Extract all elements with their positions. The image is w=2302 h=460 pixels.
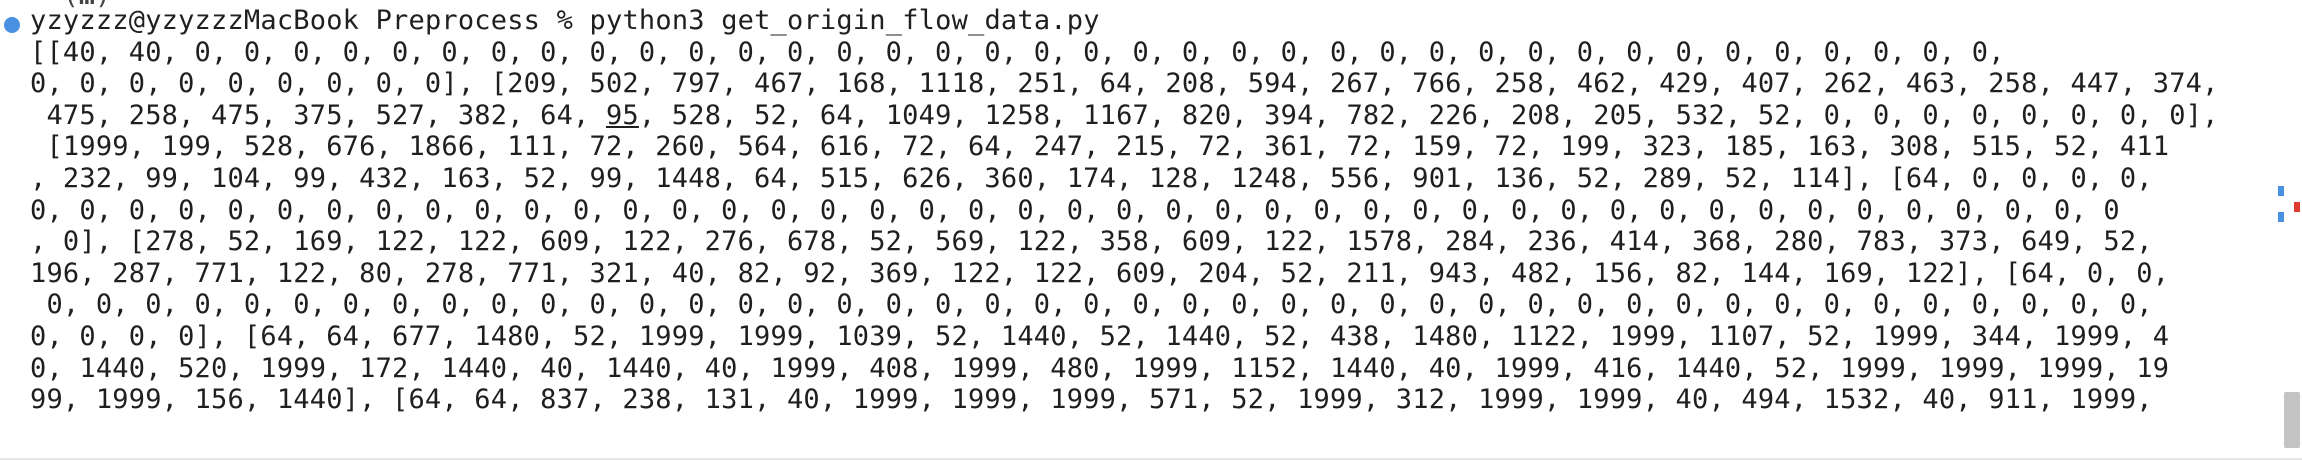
- output-line: 0, 1440, 520, 1999, 172, 1440, 40, 1440,…: [30, 352, 2170, 384]
- prompt-command: python3 get_origin_flow_data.py: [589, 5, 1100, 36]
- vertical-scrollbar[interactable]: [2282, 0, 2302, 460]
- prompt-marker-icon[interactable]: [4, 17, 20, 33]
- command-prompt-line: yzyzzz@yzyzzzMacBook Preprocess % python…: [30, 5, 2242, 37]
- output-line: [[40, 40, 0, 0, 0, 0, 0, 0, 0, 0, 0, 0, …: [30, 36, 2005, 68]
- output-line: 0, 0, 0, 0, 0, 0, 0, 0, 0], [209, 502, 7…: [30, 68, 2219, 100]
- prompt-symbol: %: [556, 5, 574, 36]
- previous-output-line: ~ (…): [30, 0, 111, 12]
- output-line: 0, 0, 0, 0, 0, 0, 0, 0, 0, 0, 0, 0, 0, 0…: [30, 194, 2120, 226]
- prompt-directory: Preprocess: [375, 5, 541, 36]
- scroll-mark-red: [2294, 202, 2300, 212]
- output-line: 0, 0, 0, 0, 0, 0, 0, 0, 0, 0, 0, 0, 0, 0…: [30, 289, 2153, 321]
- scroll-mark-blue: [2278, 186, 2284, 196]
- output-line: 196, 287, 771, 122, 80, 278, 771, 321, 4…: [30, 257, 2170, 289]
- output-line: , 0], [278, 52, 169, 122, 122, 609, 122,…: [30, 226, 2153, 258]
- output-line: [1999, 199, 528, 676, 1866, 111, 72, 260…: [30, 131, 2170, 163]
- scroll-mark-blue: [2278, 212, 2284, 222]
- output-line: 475, 258, 475, 375, 527, 382, 64, 95, 52…: [30, 99, 2219, 131]
- output-line: , 232, 99, 104, 99, 432, 163, 52, 99, 14…: [30, 162, 2153, 194]
- bottom-divider: [0, 458, 2302, 460]
- output-line: 0, 0, 0, 0], [64, 64, 677, 1480, 52, 199…: [30, 320, 2170, 352]
- scrollbar-thumb[interactable]: [2284, 392, 2300, 448]
- output-line: 99, 1999, 156, 1440], [64, 64, 837, 238,…: [30, 384, 2153, 416]
- cursor-underlined-value: 95: [605, 99, 639, 131]
- prompt-user-host: yzyzzz@yzyzzzMacBook: [30, 5, 360, 36]
- terminal-output[interactable]: yzyzzz@yzyzzzMacBook Preprocess % python…: [30, 5, 2242, 416]
